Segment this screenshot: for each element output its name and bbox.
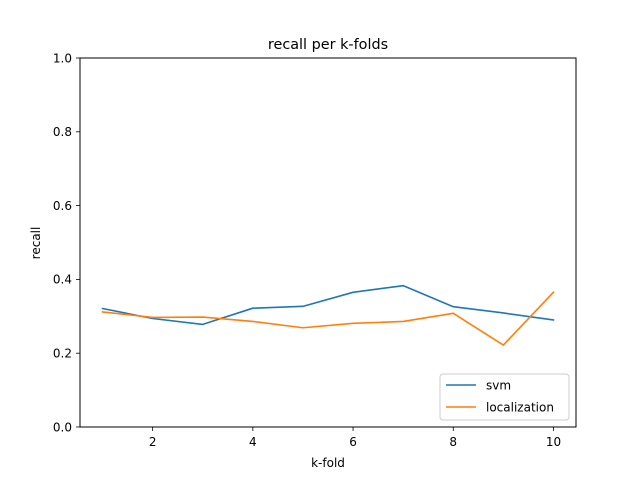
y-tick-label: 0.2 [53,347,72,361]
y-tick-label: 0.0 [53,420,72,434]
chart-title: recall per k-folds [268,37,388,53]
series-line-localization [101,291,555,346]
series-layer [101,284,555,346]
series-line-svm [101,284,555,326]
y-tick-label: 0.6 [53,199,72,213]
y-axis-ticks: 0.0 0.2 0.4 0.6 0.8 1.0 [53,51,80,434]
legend-label-localization: localization [486,401,554,415]
x-tick-label: 2 [149,435,157,449]
legend: svm localization [439,373,570,421]
y-axis-label: recall [29,227,43,260]
x-tick-label: 10 [546,435,561,449]
x-tick-label: 4 [249,435,257,449]
y-tick-label: 0.8 [53,125,72,139]
plot-frame [79,57,577,428]
x-tick-label: 8 [449,435,457,449]
y-tick-label: 0.4 [53,273,72,287]
x-tick-label: 6 [349,435,357,449]
x-axis-label: k-fold [311,456,345,470]
x-axis-ticks: 2 4 6 8 10 [149,427,561,449]
legend-label-svm: svm [486,379,511,393]
y-tick-label: 1.0 [53,51,72,65]
